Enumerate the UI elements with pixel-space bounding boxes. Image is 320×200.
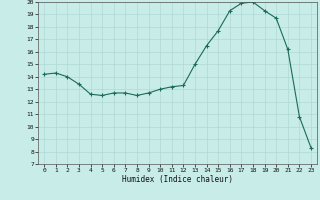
X-axis label: Humidex (Indice chaleur): Humidex (Indice chaleur) [122, 175, 233, 184]
